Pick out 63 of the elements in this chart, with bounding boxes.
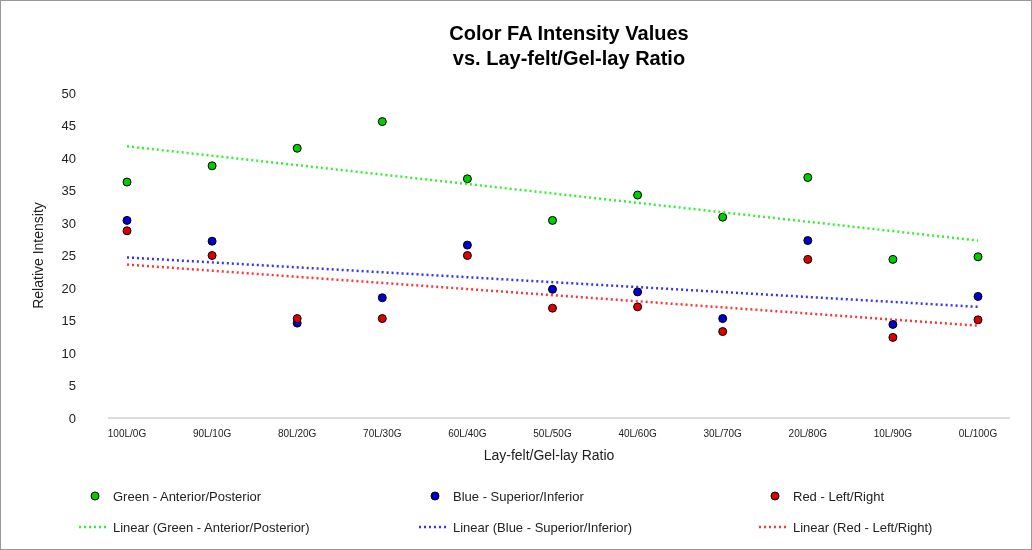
point <box>207 236 217 246</box>
x-tick-label: 100L/0G <box>107 428 147 439</box>
x-tick-label: 0L/100G <box>958 428 998 439</box>
x-tick-label: 50L/50G <box>533 428 572 439</box>
y-tick-label: 50 <box>61 85 76 101</box>
x-tick-label: 70L/30G <box>363 428 402 439</box>
legend-label: Linear (Blue - Superior/Inferior) <box>453 519 633 535</box>
x-tick-label: 90L/10G <box>192 428 232 439</box>
point <box>462 251 472 260</box>
legend-label: Linear (Red - Left/Right) <box>793 519 933 535</box>
point <box>377 314 387 324</box>
y-tick-label: 20 <box>61 280 76 296</box>
y-tick-label: 5 <box>68 378 76 394</box>
y-tick-label: 10 <box>61 345 76 361</box>
point <box>973 291 983 301</box>
point <box>718 327 728 337</box>
legend-label: Red - Left/Right <box>793 488 885 504</box>
x-tick-label: 20L/80G <box>788 428 828 439</box>
point <box>548 303 557 313</box>
point <box>803 173 813 182</box>
point <box>462 240 472 250</box>
chart-title: Color FA Intensity Values vs. Lay-felt/Gel-lay Ratio <box>449 22 689 69</box>
legend-label: Green - Anterior/Posterior <box>113 488 262 504</box>
point <box>973 252 983 262</box>
y-tick-label: 45 <box>61 118 76 134</box>
point <box>633 190 643 200</box>
point <box>548 215 557 225</box>
point <box>888 319 898 329</box>
point <box>122 215 132 225</box>
point <box>462 174 472 184</box>
y-tick-label: 35 <box>61 183 76 199</box>
x-tick-label: 80L/20G <box>278 428 317 439</box>
point <box>803 254 813 264</box>
point <box>718 212 728 222</box>
x-tick-label: 40L/60G <box>618 428 657 439</box>
point <box>888 254 898 264</box>
point <box>803 236 813 246</box>
legend-label: Blue - Superior/Inferior <box>453 488 585 504</box>
point <box>888 332 898 342</box>
point <box>633 302 643 312</box>
point <box>122 177 132 187</box>
x-tick-label: 10L/90G <box>873 428 913 439</box>
y-tick-label: 40 <box>61 150 76 166</box>
x-tick-label: 30L/70G <box>703 428 743 439</box>
x-axis-title: Lay-felt/Gel-lay Ratio <box>483 447 615 463</box>
point <box>292 143 302 153</box>
y-tick-label: 30 <box>61 215 76 231</box>
y-axis-title: Relative Intensity <box>30 202 46 309</box>
legend-label: Linear (Green - Anterior/Posterior) <box>113 519 310 535</box>
point <box>377 117 387 127</box>
point <box>718 314 728 324</box>
point <box>122 226 132 236</box>
point <box>973 315 983 325</box>
point <box>207 161 217 171</box>
point <box>292 314 302 324</box>
y-tick-label: 25 <box>61 248 76 264</box>
y-tick-label: 15 <box>61 313 76 329</box>
point <box>207 251 217 260</box>
point <box>377 293 387 303</box>
x-tick-label: 60L/40G <box>448 428 487 439</box>
point <box>548 284 557 294</box>
y-tick-label: 0 <box>68 410 76 426</box>
point <box>633 287 643 297</box>
